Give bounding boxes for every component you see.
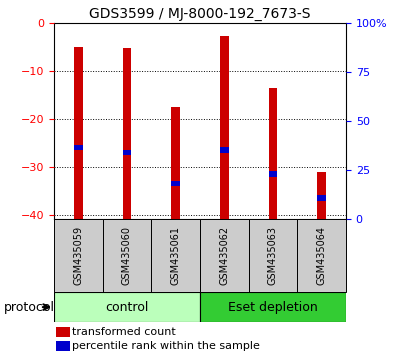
Text: GSM435060: GSM435060 [122, 226, 132, 285]
Bar [123, 149, 131, 155]
Bar [317, 195, 326, 201]
Text: protocol: protocol [4, 301, 55, 314]
Text: Eset depletion: Eset depletion [228, 301, 318, 314]
Bar [56, 341, 70, 351]
Text: GSM435061: GSM435061 [171, 226, 181, 285]
Bar [74, 145, 83, 150]
Bar [151, 219, 200, 292]
Bar [56, 327, 70, 337]
Bar [317, 172, 326, 219]
Text: control: control [105, 301, 149, 314]
Text: GSM435059: GSM435059 [73, 226, 83, 285]
Text: transformed count: transformed count [72, 327, 176, 337]
Title: GDS3599 / MJ-8000-192_7673-S: GDS3599 / MJ-8000-192_7673-S [89, 7, 311, 21]
Text: GSM435062: GSM435062 [219, 226, 229, 285]
Bar [249, 219, 297, 292]
Text: percentile rank within the sample: percentile rank within the sample [72, 341, 260, 351]
Bar [54, 219, 103, 292]
Text: GSM435064: GSM435064 [317, 226, 327, 285]
Bar [123, 48, 131, 219]
Bar [269, 171, 277, 177]
Bar [171, 107, 180, 219]
Bar [54, 292, 200, 322]
Text: GSM435063: GSM435063 [268, 226, 278, 285]
Bar [200, 219, 249, 292]
Bar [200, 292, 346, 322]
Bar [220, 36, 229, 219]
Bar [297, 219, 346, 292]
Bar [171, 181, 180, 187]
Bar [269, 88, 277, 219]
Bar [74, 47, 83, 219]
Bar [220, 147, 229, 153]
Bar [103, 219, 151, 292]
